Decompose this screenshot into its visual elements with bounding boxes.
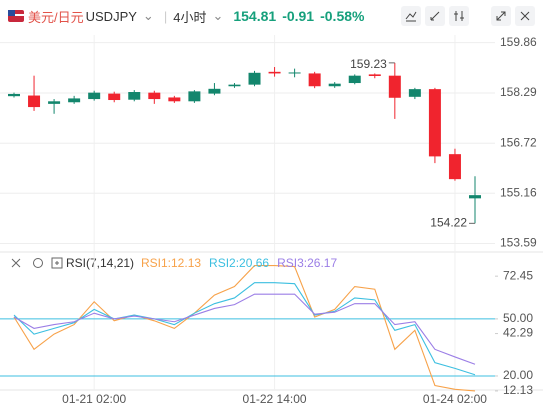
separator: | [163,8,168,24]
candle-body [348,75,361,84]
settings-icon[interactable] [33,258,43,268]
change: -0.91 [282,8,315,24]
toolbar: 美元/日元 USDJPY ⌄ | 4小时 ⌄ 154.81 -0.91 -0.5… [0,0,543,32]
candle-body [128,92,141,100]
tool-button[interactable] [491,6,511,26]
dropdown[interactable]: ⌄ [142,8,154,23]
candle-body [448,154,461,180]
flag-icon [8,10,24,22]
candle-body [428,89,441,157]
candle-body [48,101,61,104]
rsi-line [13,293,476,365]
y-tick-label: 50.00 [503,311,533,325]
candle-body [368,74,381,76]
candle-body [8,93,20,97]
rsi-line [13,282,476,376]
candle-body [228,84,241,87]
rsi-line [13,265,476,392]
y-tick-label: 12.13 [503,383,533,397]
dropdown[interactable]: ⌄ [212,8,224,23]
candle-body [208,88,221,94]
candle-body [88,92,101,100]
toggle-icon-plus [55,261,59,265]
y-tick-label: 156.72 [500,135,537,149]
y-tick-label: 158.29 [500,85,537,99]
period[interactable]: 4小时 [173,9,207,25]
indicator-label: RSI(7,14,21) [66,256,134,270]
tools [401,6,535,26]
x-tick-label: 01-21 02:00 [62,392,126,406]
legend-entry: RSI3:26.17 [277,256,337,270]
candle-body [328,83,341,87]
y-tick-label: 42.29 [503,326,533,340]
candle-body [188,91,201,102]
candle-body [288,72,301,74]
x-tick-label: 01-24 02:00 [423,392,487,406]
candle-body [408,89,421,97]
symbol[interactable]: USDJPY [85,8,137,24]
price: 154.81 [233,8,277,24]
tool-button[interactable] [401,6,421,26]
annotation: 159.23 [350,57,387,71]
candle-body [108,93,121,101]
candle-body [148,92,161,100]
close-indicator-icon[interactable] [11,258,21,268]
candle-body [268,71,281,74]
candle-body [308,73,321,87]
x-tick-label: 01-22 14:00 [243,392,307,406]
pair[interactable]: 美元/日元 [28,9,84,25]
y-tick-label: 72.45 [503,268,533,282]
candle-body [248,72,261,85]
tool-button[interactable] [425,6,445,26]
tool-button[interactable] [449,6,469,26]
candle-body [168,97,181,102]
candle-body [388,75,401,98]
candle-body [68,98,81,103]
annotation: 154.22 [430,216,467,230]
y-tick-label: 153.59 [500,236,537,250]
candle-body [469,195,481,199]
y-tick-label: 155.16 [500,185,537,199]
tool-button[interactable] [515,6,535,26]
y-tick-label: 159.86 [500,35,537,49]
legend-entry: RSI1:12.13 [141,256,201,270]
candle-body [28,95,41,108]
toggle-icon[interactable] [51,257,63,269]
legend-entry: RSI2:20.66 [209,256,269,270]
change-pct: -0.58% [320,8,365,24]
y-tick-label: 20.00 [503,368,533,382]
